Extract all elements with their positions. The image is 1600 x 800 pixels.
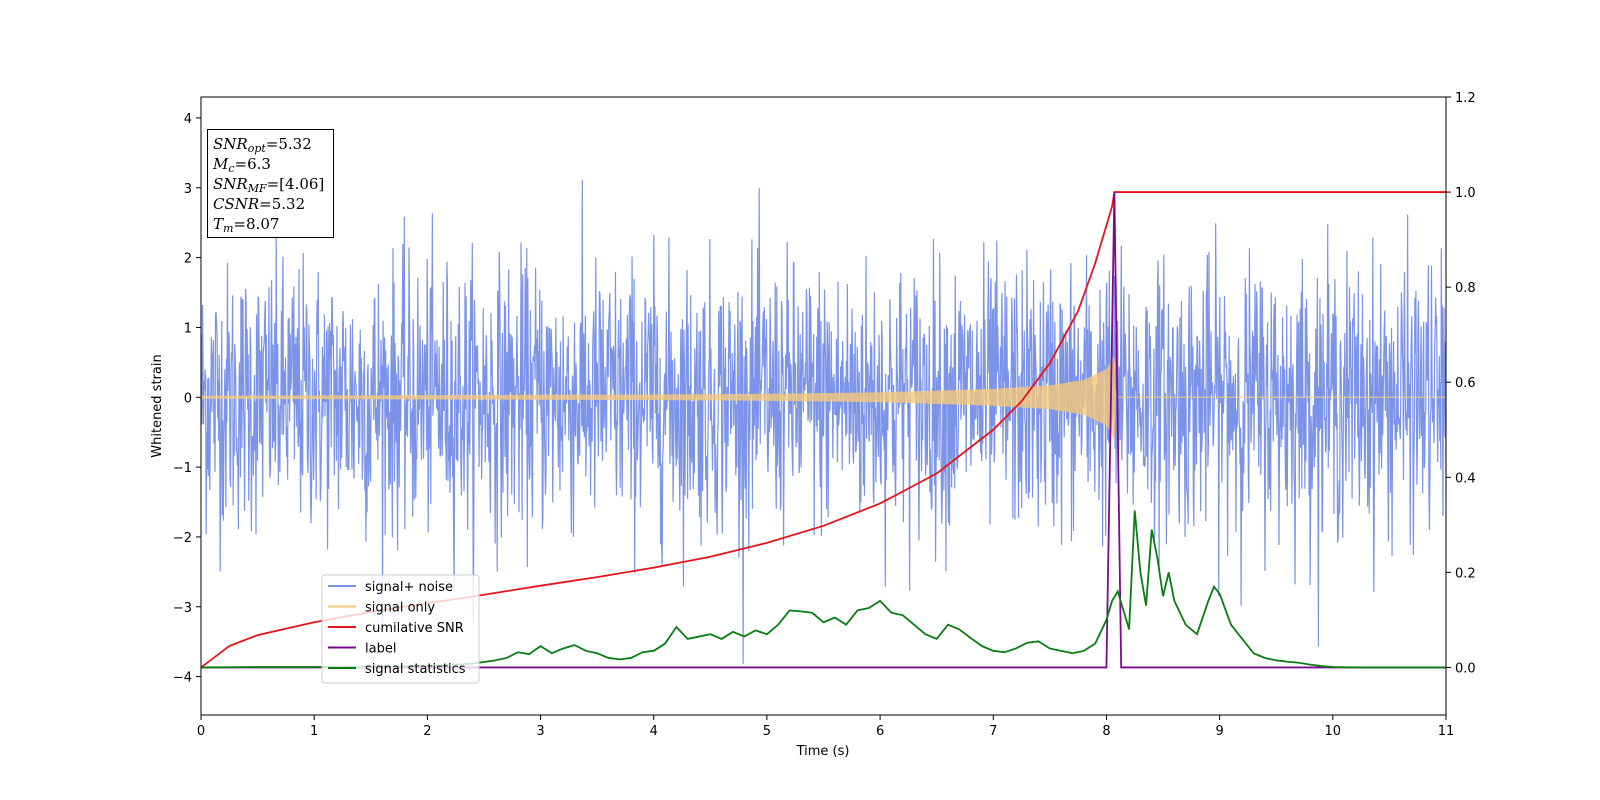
x-axis-label: Time (s): [796, 744, 850, 759]
snr-opt-row: SNRopt=5.32: [213, 134, 328, 154]
plot-frame: [200, 96, 1447, 716]
x-tick-label: 7: [989, 724, 997, 739]
y-right-tick-label: 0.2: [1455, 566, 1476, 581]
legend-entry: cumilative SNR: [365, 621, 464, 636]
annotation-box: SNRopt=5.32 Mc=6.3 SNRMF=[4.06] CSNR=5.3…: [207, 129, 334, 238]
legend-frame: [321, 574, 480, 684]
tm-row: Tm=8.07: [213, 214, 328, 234]
legend-entry: label: [365, 642, 396, 657]
legend-entry: signal+ noise: [365, 580, 453, 595]
mc-row: Mc=6.3: [213, 154, 328, 174]
y-right-tick-label: 0.4: [1455, 471, 1476, 486]
x-tick-label: 1: [310, 724, 318, 739]
tm-subscript: m: [223, 222, 234, 235]
snr-mf-value: =[4.06]: [266, 175, 325, 193]
csnr-row: CSNR=5.32: [213, 194, 328, 214]
y-right-tick-label: 1.2: [1455, 91, 1476, 106]
legend-entry: signal statistics: [365, 662, 466, 677]
y-right-tick-label: 0.6: [1455, 376, 1476, 391]
mc-subscript: c: [228, 162, 235, 175]
tm-symbol: T: [213, 215, 224, 233]
y-left-tick-label: 2: [184, 252, 192, 267]
mc-symbol: M: [213, 155, 229, 173]
x-tick-label: 6: [876, 724, 884, 739]
y-left-tick-label: −1: [173, 461, 192, 476]
y-left-tick-label: 0: [184, 391, 192, 406]
y-left-tick-label: −3: [173, 601, 192, 616]
x-tick-label: 10: [1325, 724, 1342, 739]
legend: signal+ noise signal only cumilative SNR la…: [321, 574, 480, 684]
snr-mf-symbol: SNR: [213, 175, 248, 193]
x-tick-label: 4: [650, 724, 658, 739]
x-tick-label: 3: [536, 724, 544, 739]
snr-mf-subscript: MF: [247, 182, 267, 195]
x-tick-label: 2: [423, 724, 431, 739]
mc-value: =6.3: [234, 155, 271, 173]
snr-opt-value: =5.32: [265, 135, 312, 153]
y-left-tick-label: 4: [184, 112, 192, 127]
series-label: [201, 192, 1446, 669]
tm-value: =8.07: [233, 215, 280, 233]
y-left-tick-label: −4: [173, 671, 192, 686]
y-right-tick-label: 0.8: [1455, 281, 1476, 296]
axes: 0 1 2 3 4 5 6 7 8 9 10 1143210−1−2−3−41.21.00.80.60…: [173, 91, 1476, 739]
x-tick-label: 8: [1102, 724, 1110, 739]
csnr-symbol: CSNR: [213, 195, 260, 213]
x-tick-label: 9: [1215, 724, 1223, 739]
series-signal-statistics: [201, 510, 1446, 669]
y-left-tick-label: 3: [184, 182, 192, 197]
legend-entry: signal only: [365, 601, 435, 616]
series-signal-noise: [201, 180, 1446, 665]
snr-opt-subscript: opt: [247, 142, 266, 155]
x-tick-label: 0: [197, 724, 205, 739]
csnr-value: =5.32: [259, 195, 306, 213]
series-signal-only: [201, 356, 1446, 439]
x-tick-label: 11: [1438, 724, 1455, 739]
snr-mf-row: SNRMF=[4.06]: [213, 174, 328, 194]
y-right-tick-label: 1.0: [1455, 186, 1476, 201]
y-left-tick-label: −2: [173, 531, 192, 546]
snr-opt-symbol: SNR: [213, 135, 248, 153]
y-left-tick-label: 1: [184, 321, 192, 336]
y-right-tick-label: 0.0: [1455, 661, 1476, 676]
y-axis-label: Whitened strain: [150, 354, 165, 457]
x-tick-label: 5: [763, 724, 771, 739]
